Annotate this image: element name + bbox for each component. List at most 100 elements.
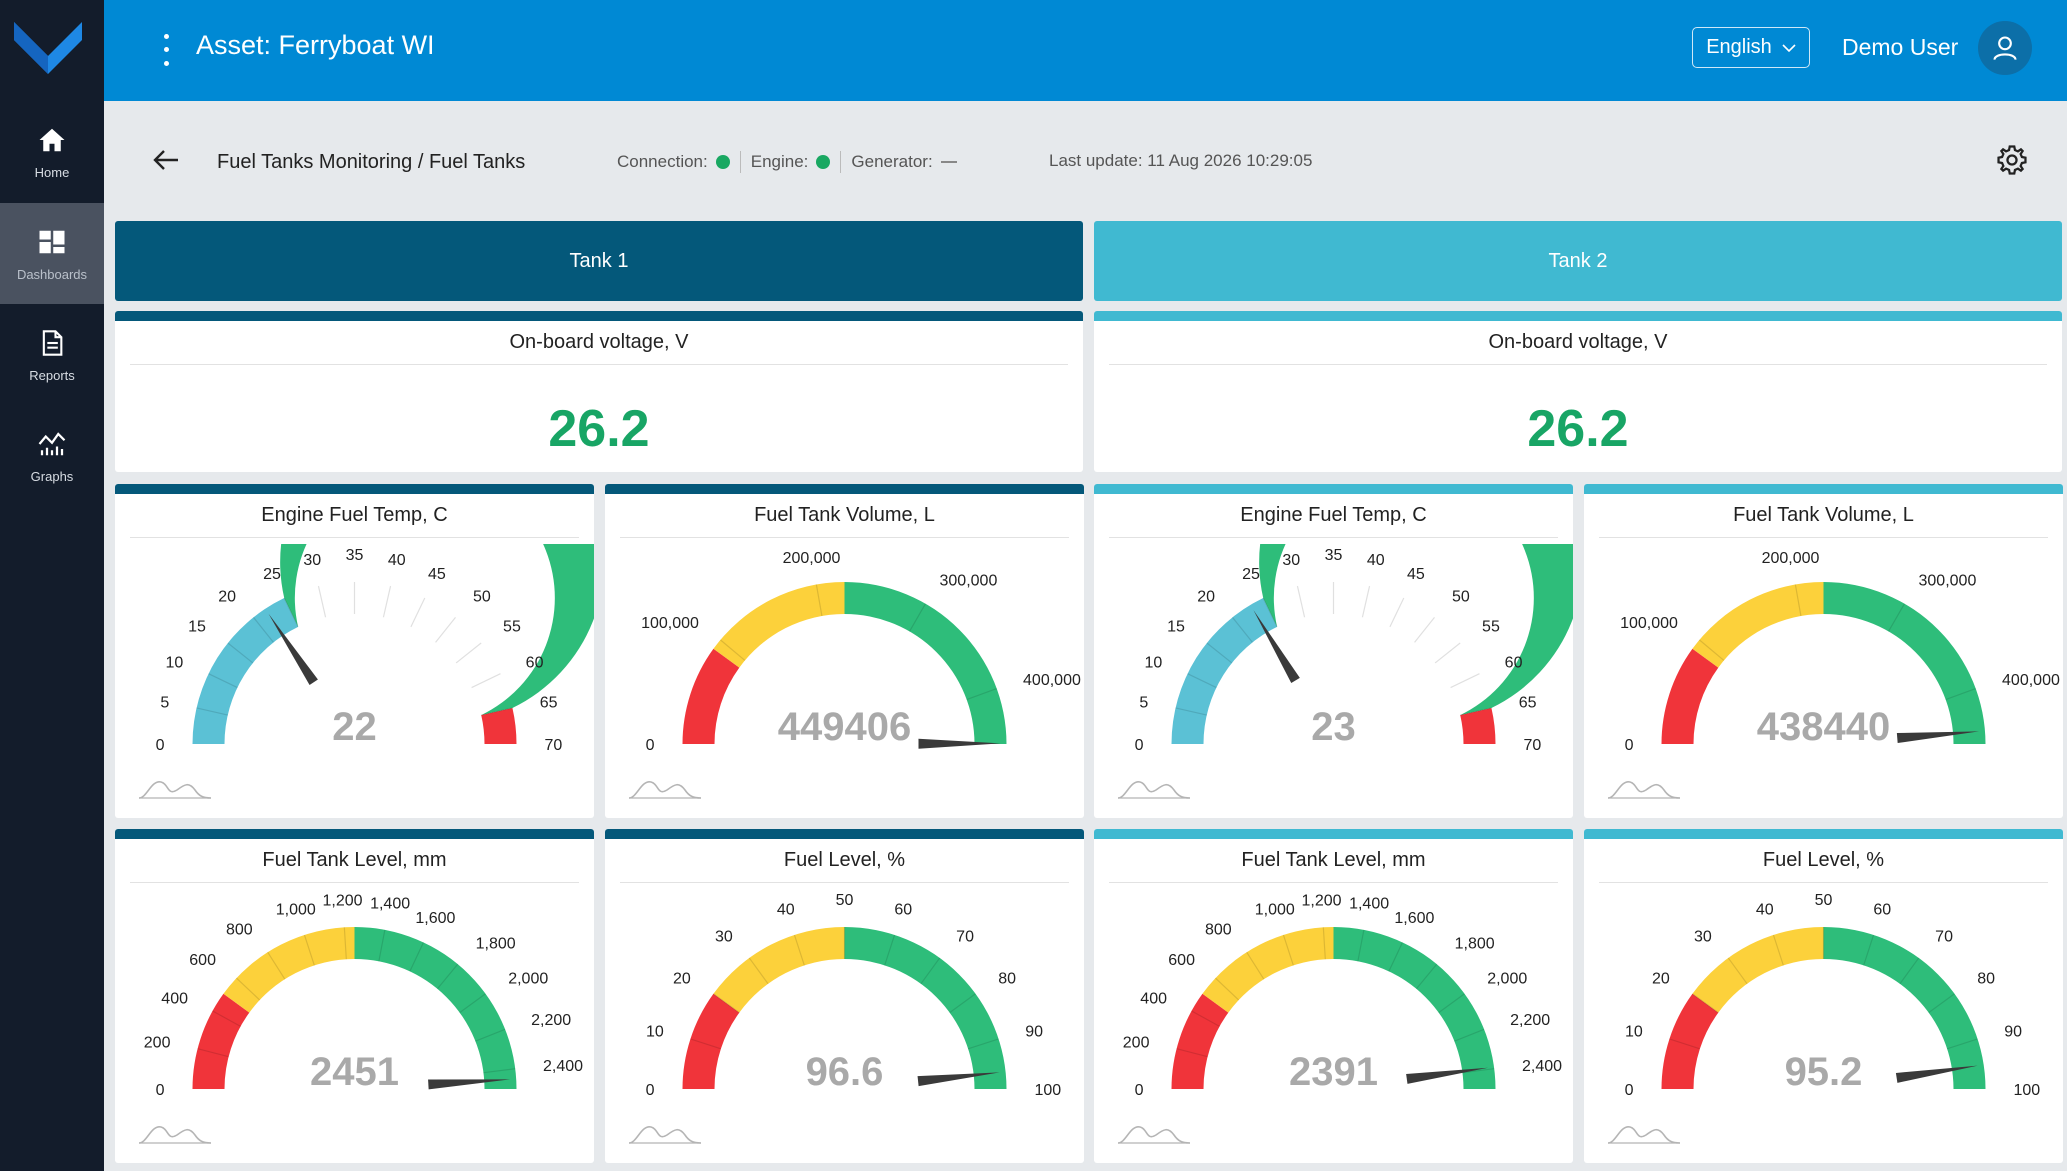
gauge-tick-label: 300,000 [940, 572, 998, 589]
gauge-needle [1406, 1067, 1489, 1084]
gauge-zone [1692, 927, 1824, 1013]
gauge-tick-mark [1322, 927, 1326, 960]
gauge-tick-label: 40 [388, 552, 406, 569]
gauge-tick-mark [1863, 934, 1875, 966]
back-button[interactable] [148, 144, 184, 176]
trend-chart-icon[interactable] [627, 1121, 703, 1145]
gauge-tick-label: 30 [715, 928, 733, 945]
gauge-tick-label: 300,000 [1919, 572, 1977, 589]
sidebar-item-graphs[interactable]: Graphs [0, 405, 104, 506]
gauge-tick-label: 200,000 [783, 550, 841, 567]
gauge-tick-mark [1361, 585, 1371, 618]
trend-chart-icon[interactable] [1116, 776, 1192, 800]
gauge-tick-mark [435, 616, 456, 643]
gauge-tick-label: 20 [673, 970, 691, 987]
asset-title: Asset: Ferryboat WI [196, 30, 435, 60]
gauge-tick-mark [409, 942, 425, 972]
sidebar-item-home[interactable]: Home [0, 101, 104, 202]
trend-chart-icon[interactable] [1606, 776, 1682, 800]
sidebar-item-reports[interactable]: Reports [0, 304, 104, 405]
card-title: On-board voltage, V [509, 331, 689, 353]
gauge-tick-mark [884, 934, 896, 966]
gauge-tick-mark [267, 951, 286, 980]
gauge-tick-mark [1176, 1048, 1208, 1058]
gauge-tick-mark [227, 642, 254, 664]
gauge-tick-label: 2,200 [1510, 1012, 1550, 1029]
gauge-tick-mark [1794, 584, 1802, 617]
gauge-tick-label: 45 [1407, 566, 1425, 583]
trend-chart-icon[interactable] [137, 1121, 213, 1145]
sidebar-item-dashboards[interactable]: Dashboards [0, 203, 104, 304]
gauge-tick-label: 15 [188, 619, 206, 636]
divider [1599, 882, 2048, 883]
gauge-tick-mark [1462, 1068, 1495, 1074]
gauge-tick-mark [1450, 673, 1480, 689]
card-title: Fuel Tank Level, mm [1241, 849, 1426, 871]
gauge-tick-mark [471, 673, 501, 689]
gauge-tick-label: 1,800 [1455, 936, 1495, 953]
gauge-tick-label: 30 [1694, 928, 1712, 945]
gauge-tick-mark [1389, 597, 1405, 628]
trend-chart-icon[interactable] [627, 776, 703, 800]
gauge-tick-mark [212, 1010, 241, 1027]
gauge-tick-label: 80 [998, 970, 1016, 987]
trend-chart-icon[interactable] [1116, 1121, 1192, 1145]
status-line: Connection: Engine: Generator: [617, 151, 957, 173]
generator-label: Generator: [851, 152, 933, 171]
gauge-tick-mark [1928, 993, 1955, 1014]
trend-chart-icon[interactable] [137, 776, 213, 800]
gauge-tick-label: 0 [646, 737, 655, 754]
gauge-tick-mark [1282, 934, 1294, 966]
gauge-chart: 0 200 400 600 800 1,000 1,200 1,400 1,600 1,800 2,… [1123, 892, 1562, 1099]
gauge-tick-mark [793, 934, 805, 966]
gauge-needle [1253, 610, 1300, 684]
trend-chart-icon[interactable] [1606, 1121, 1682, 1145]
tab-tank-1[interactable]: Tank 1 [115, 221, 1083, 301]
card-accent-bar [605, 829, 1084, 839]
card-title: Fuel Level, % [783, 849, 906, 871]
gauge-tick-label: 30 [1282, 552, 1300, 569]
gauge-tick-mark [1214, 977, 1240, 1001]
divider [739, 151, 741, 173]
language-select[interactable]: English [1692, 27, 1810, 68]
gauge-zone [481, 707, 517, 744]
avatar[interactable] [1978, 21, 2032, 75]
gauge-value: 96.6 [806, 1050, 884, 1094]
gauge-tick-mark [483, 1068, 516, 1074]
gauge-tick-mark [1262, 597, 1278, 628]
sidebar-item-label: Home [34, 165, 70, 180]
gauge-tick-label: 90 [2004, 1023, 2022, 1040]
divider [620, 882, 1069, 883]
card-accent-bar [1094, 311, 2062, 321]
gauge-tick-label: 400,000 [2002, 672, 2060, 689]
gauge-card-fuel-tank-volume-tank-2: Fuel Tank Volume, L 0 100,000 200,000 300,00… [1584, 484, 2063, 818]
brand-logo[interactable] [0, 0, 104, 100]
gauge-tick-mark [949, 993, 976, 1014]
gauge-tick-mark [1692, 993, 1719, 1014]
divider [1109, 537, 1558, 538]
gauge-tick-mark [1454, 1028, 1485, 1042]
gauge-tick-label: 0 [1625, 1082, 1634, 1099]
tab-tank-2[interactable]: Tank 2 [1094, 221, 2062, 301]
sidebar: Home Dashboards Reports Graphs [0, 0, 104, 1171]
gauge-tick-mark [1945, 688, 1976, 701]
gauge-tick-label: 2,000 [508, 970, 548, 987]
user-icon [1993, 36, 2017, 61]
user-name[interactable]: Demo User [1842, 34, 1959, 60]
gauge-tick-label: 1,200 [323, 892, 363, 909]
gauge-tick-label: 70 [1935, 928, 1953, 945]
settings-button[interactable] [1995, 143, 2029, 177]
gauge-tick-mark [1887, 603, 1906, 632]
gauge-tick-label: 100,000 [1620, 615, 1678, 632]
gauge-tick-mark [196, 707, 228, 716]
gauge-tick-mark [1415, 963, 1438, 990]
gauge-tick-label: 10 [1625, 1023, 1643, 1040]
gauge-zone [192, 993, 250, 1089]
sidebar-item-label: Graphs [30, 469, 74, 484]
engine-status-dot [816, 155, 831, 169]
gauge-tick-label: 55 [1482, 619, 1500, 636]
kebab-menu-icon[interactable] [154, 30, 178, 70]
gauge-tick-label: 50 [836, 892, 854, 909]
tab-label: Tank 1 [569, 249, 629, 272]
breadcrumb: Fuel Tanks Monitoring / Fuel Tanks [217, 151, 526, 173]
